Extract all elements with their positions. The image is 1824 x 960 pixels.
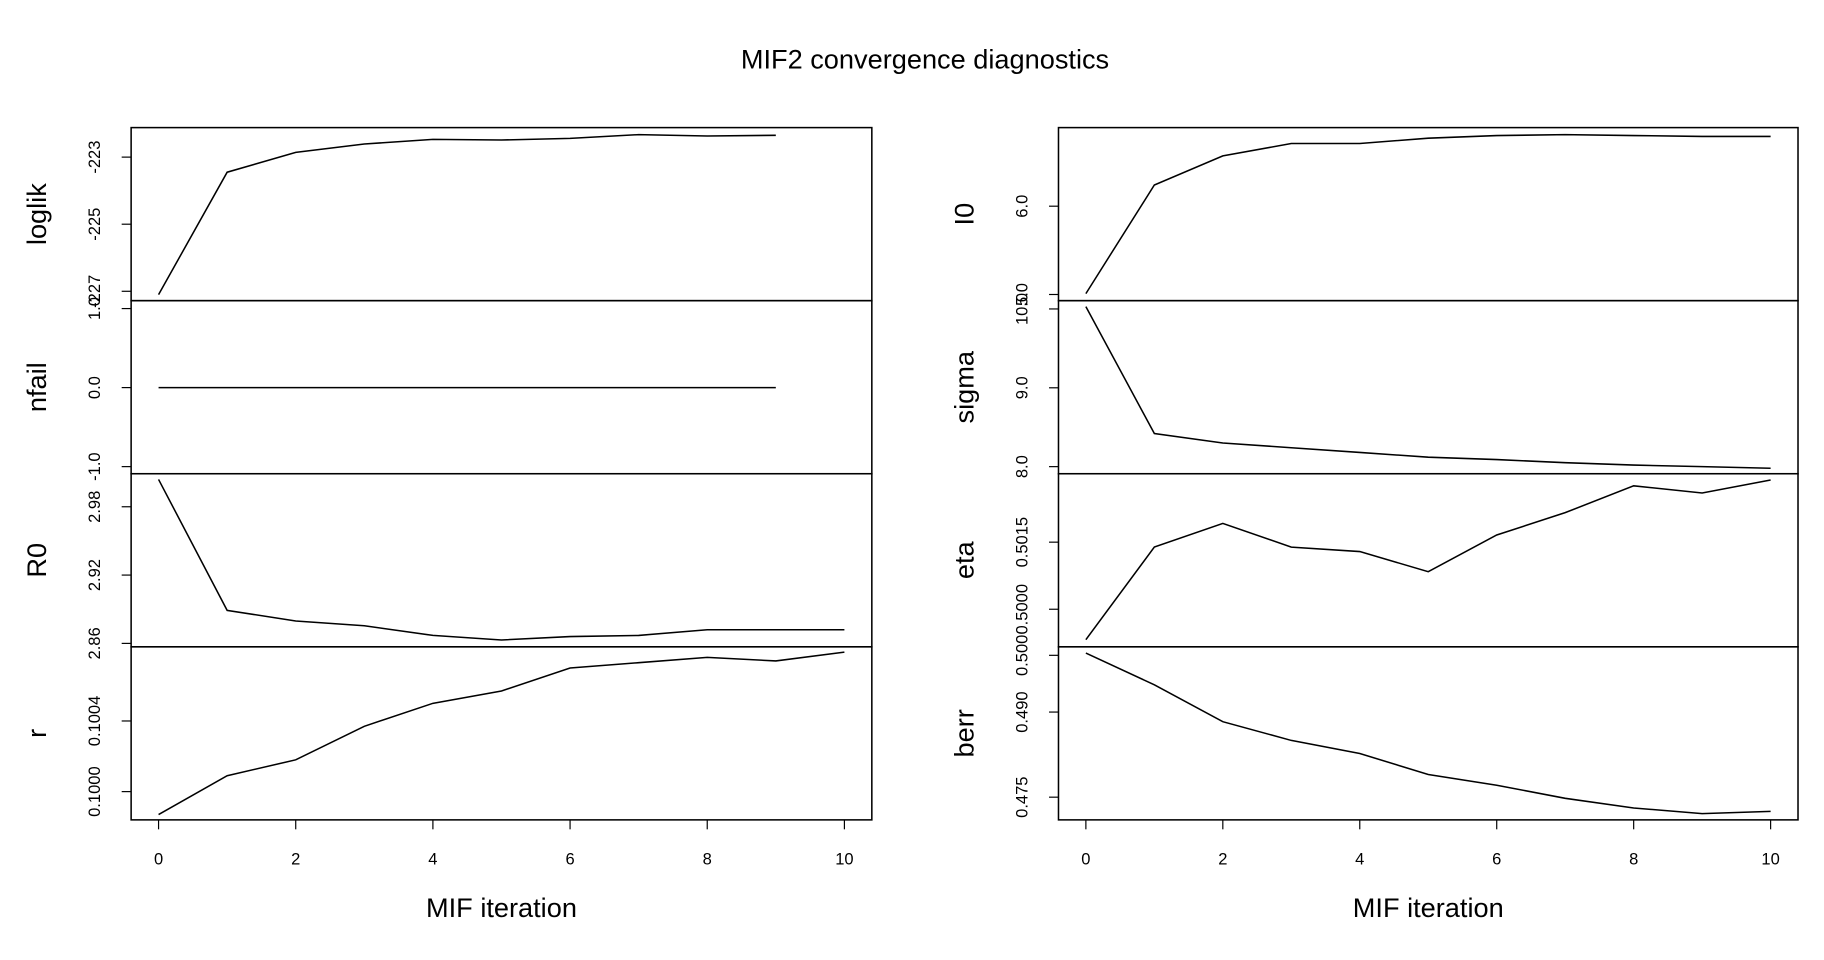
- y-tick-label: 2.98: [85, 491, 104, 523]
- x-tick-label: 8: [703, 849, 712, 868]
- x-tick-label: 4: [428, 849, 437, 868]
- panel-frame: [1057, 472, 1799, 648]
- y-tick-label: 0.5000: [1012, 584, 1031, 635]
- x-tick-label: 8: [1629, 849, 1638, 868]
- panel-frame: [1057, 646, 1799, 821]
- x-tick-label: 4: [1355, 849, 1364, 868]
- y-tick-label: -1.0: [85, 452, 104, 480]
- x-tick-label: 2: [291, 849, 300, 868]
- data-line: [1085, 133, 1771, 295]
- x-tick-label: 6: [565, 849, 574, 868]
- y-axis-label: sigma: [949, 350, 980, 423]
- y-tick-label: 9.0: [1012, 376, 1031, 399]
- y-tick-label: 0.490: [1012, 691, 1031, 732]
- x-tick-label: 6: [1492, 849, 1501, 868]
- y-tick-label: 10.0: [1012, 293, 1031, 325]
- y-tick-label: -223: [85, 141, 104, 174]
- y-tick-label: -225: [85, 208, 104, 241]
- y-tick-label: 0.0: [85, 376, 104, 399]
- data-line: [1085, 652, 1771, 815]
- x-tick-label: 10: [1761, 849, 1779, 868]
- data-line: [157, 133, 776, 296]
- chart-title: MIF2 convergence diagnostics: [741, 44, 1109, 75]
- panel-frame: [130, 126, 873, 302]
- data-line: [157, 479, 845, 641]
- y-tick-label: 0.5015: [1012, 517, 1031, 568]
- y-axis-label: eta: [949, 541, 980, 580]
- panel-frame: [130, 646, 873, 821]
- x-axis-label: MIF iteration: [426, 892, 577, 923]
- data-line: [1085, 479, 1771, 641]
- y-tick-label: 2.86: [85, 627, 104, 659]
- y-axis-label: berr: [949, 709, 980, 757]
- panel-frame: [130, 472, 873, 648]
- y-tick-label: 8.0: [1012, 455, 1031, 478]
- y-tick-label: 5.0: [1012, 283, 1031, 306]
- y-tick-label: 0.475: [1012, 777, 1031, 818]
- y-axis-label: I0: [949, 203, 980, 226]
- x-tick-label: 2: [1218, 849, 1227, 868]
- y-tick-label: 1.0: [85, 297, 104, 320]
- x-axis-label: MIF iteration: [1353, 892, 1504, 923]
- y-tick-label: 6.0: [1012, 195, 1031, 218]
- y-axis-label: loglik: [21, 183, 52, 245]
- y-axis-label: R0: [21, 543, 52, 578]
- y-tick-label: 0.1004: [85, 696, 104, 747]
- x-tick-label: 0: [154, 849, 163, 868]
- x-tick-label: 10: [835, 849, 853, 868]
- y-tick-label: 2.92: [85, 559, 104, 591]
- y-axis-label: nfail: [21, 362, 52, 412]
- panel-frame: [1057, 126, 1799, 302]
- y-tick-label: 0.1000: [85, 766, 104, 817]
- y-tick-label: -227: [85, 275, 104, 308]
- x-tick-label: 0: [1081, 849, 1090, 868]
- data-line: [158, 651, 845, 816]
- panel-frame: [1057, 299, 1799, 475]
- y-axis-label: r: [21, 729, 52, 738]
- y-tick-label: 0.500: [1012, 635, 1031, 676]
- data-line: [1085, 306, 1771, 469]
